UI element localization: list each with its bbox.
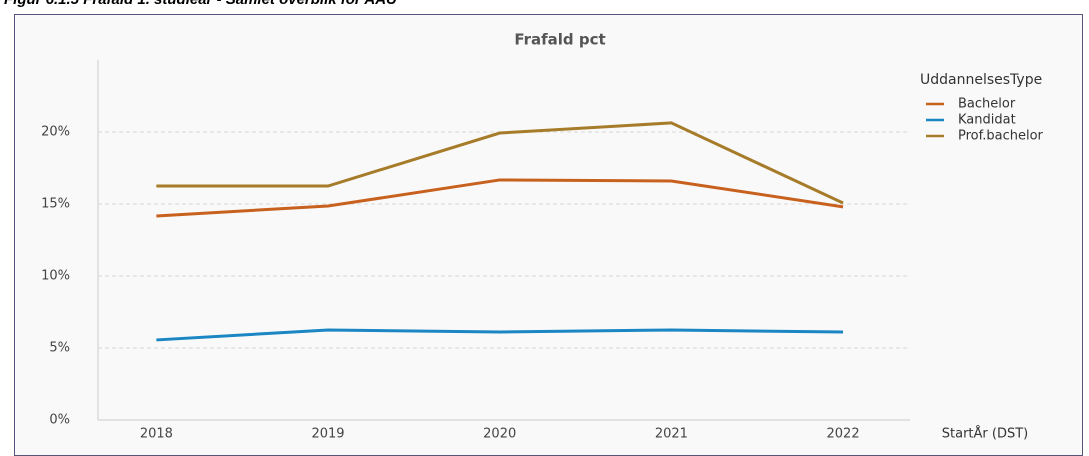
legend-label: Bachelor [958, 97, 1016, 112]
x-tick-label: 2021 [655, 427, 688, 442]
x-tick-label: 2022 [827, 427, 860, 442]
x-tick-label: 2019 [311, 427, 344, 442]
y-tick-label: 5% [49, 341, 70, 356]
legend-label: Prof.bachelor [958, 129, 1044, 144]
x-axis-title: StartÅr (DST) [942, 426, 1028, 442]
legend-label: Kandidat [958, 113, 1016, 128]
figure-heading: Figur 6.1.5 Frafald 1. studieår - Samlet… [4, 0, 397, 8]
y-tick-label: 10% [41, 269, 70, 284]
chart-frame [14, 14, 1083, 456]
series-line [156, 121, 844, 205]
y-tick-label: 15% [41, 197, 70, 212]
series-line [156, 328, 844, 342]
x-tick-label: 2018 [140, 427, 173, 442]
y-tick-label: 20% [41, 125, 70, 140]
y-tick-label: 0% [49, 413, 70, 428]
chart-title: Frafald pct [514, 31, 605, 49]
chart: Frafald pct UddannelsesType StartÅr (DST… [41, 31, 1044, 442]
page: Figur 6.1.5 Frafald 1. studieår - Samlet… [4, 0, 1083, 456]
legend-title: UddannelsesType [920, 72, 1042, 88]
x-tick-label: 2020 [483, 427, 516, 442]
series-line [156, 178, 844, 218]
